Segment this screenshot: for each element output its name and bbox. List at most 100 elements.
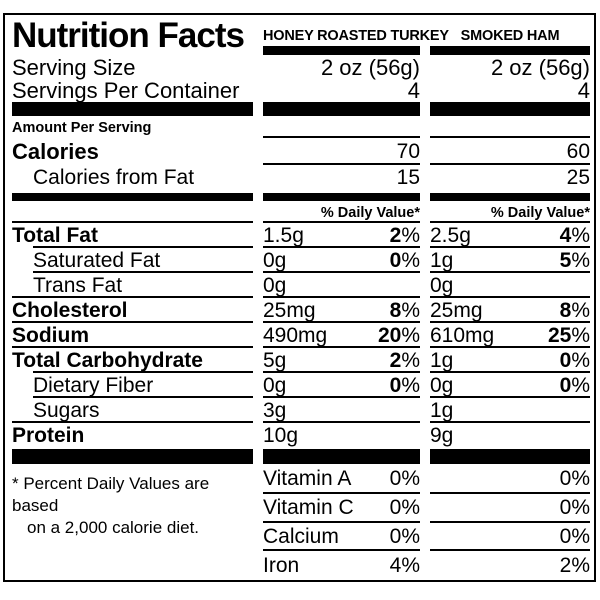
separator-line [263,271,420,273]
separator-line [430,271,590,273]
vitamin-value: 0% [559,524,590,548]
servings-per-container-label: Servings Per Container [12,78,240,103]
vitamin-row: Calcium 0% [263,523,420,552]
nutrition-facts-title: Nutrition Facts [12,16,245,55]
calories-value-ham: 60 [430,138,590,165]
nutrient-label: Sugars [12,398,253,423]
calories-from-fat-label: Calories from Fat [33,166,195,189]
nutrient-table: Total Fat 1.5g 2% 2.5g 4% Saturated Fat 0g 0% 1g… [12,223,590,448]
nutrient-row: Protein 10g 9g [12,423,590,448]
separator-bar [12,448,253,465]
nutrient-label: Saturated Fat [12,248,253,273]
separator-line [263,520,420,523]
nutrient-row: Total Fat 1.5g 2% 2.5g 4% [12,223,590,248]
separator-line [263,396,420,398]
separator-bar [430,191,590,202]
separator-bar [430,448,590,465]
separator-line [430,346,590,348]
nutrient-value-cell: 9g [430,423,590,448]
separator-bar [263,191,420,202]
nutrient-label: Dietary Fiber [12,373,253,398]
nutrient-value-cell: 0g 0% [430,373,590,398]
nutrient-daily-value: 25% [547,323,590,347]
nutrient-value-cell: 1g 5% [430,248,590,273]
nutrient-amount: 0g [430,373,454,397]
nutrient-label: Sodium [12,323,253,348]
nutrient-row: Total Carbohydrate 5g 2% 1g 0% [12,348,590,373]
nutrient-value-cell: 10g [263,423,420,448]
separator-bar [12,191,253,202]
separator-line [430,491,590,494]
separator-line [263,491,420,494]
separator-line [430,296,590,298]
separator-line [33,246,253,248]
separator-line [430,221,590,223]
nutrient-value-cell: 2.5g 4% [430,223,590,248]
separator-line [430,520,590,523]
nutrient-label: Protein [12,423,85,447]
separator-bar [263,46,420,55]
footnote: * Percent Daily Values are based on a 2,… [12,465,253,580]
vitamin-row: Vitamin A 0% [263,465,420,494]
nutrient-amount: 10g [263,423,299,447]
nutrient-daily-value: 4% [559,223,590,247]
vitamin-value: 2% [559,553,590,577]
separator-line [33,396,253,398]
nutrient-row: Dietary Fiber 0g 0% 0g 0% [12,373,590,398]
column-header-turkey-label: HONEY ROASTED TURKEY [263,28,449,44]
nutrient-daily-value: 0% [559,348,590,372]
spacer-cell [263,118,420,138]
nutrient-amount: 1.5g [263,223,304,247]
separator-line [263,371,420,373]
amount-per-serving-row: Amount Per Serving [12,118,590,138]
footnote-line-1: * Percent Daily Values are based [12,474,210,515]
thin-bar-row [12,191,590,202]
separator-line [12,321,253,323]
column-header-ham: SMOKED HAM [430,15,590,55]
vitamin-label: Calcium [263,524,339,548]
nutrient-amount: 9g [430,423,454,447]
vitamin-label: Iron [263,553,300,577]
thick-bar-row-bottom [12,448,590,465]
separator-line [263,163,420,165]
servings-per-container-row: Servings Per Container 4 4 [12,78,590,103]
serving-size-label: Serving Size [12,55,136,80]
spacer-cell [12,202,253,223]
nutrient-row: Cholesterol 25mg 8% 25mg 8% [12,298,590,323]
vitamin-value: 4% [389,553,420,577]
nutrient-daily-value: 2% [389,348,420,372]
nutrient-daily-value: 0% [389,373,420,397]
nutrient-value-cell: 0g 0% [263,373,420,398]
nutrient-daily-value: 5% [559,248,590,272]
column-header-ham-label: SMOKED HAM [460,28,560,44]
nutrient-amount: 2.5g [430,223,471,247]
separator-line [430,136,590,138]
nutrient-amount: 3g [263,398,287,422]
nutrient-value-cell: 490mg 20% [263,323,420,348]
separator-line [430,321,590,323]
vitamin-column-ham: 0% 0% 0% 2% [430,465,590,580]
calories-label: Calories [12,138,99,164]
serving-size-value-turkey: 2 oz (56g) [320,55,420,80]
column-header-turkey: HONEY ROASTED TURKEY [263,15,449,55]
nutrient-row: Saturated Fat 0g 0% 1g 5% [12,248,590,273]
nutrient-label: Cholesterol [12,298,253,323]
separator-line [263,346,420,348]
vitamin-label: Vitamin C [263,496,354,520]
calories-from-fat-value-ham: 25 [566,166,590,189]
nutrient-label: Total Fat [12,223,253,248]
separator-line [430,549,590,552]
nutrient-value-cell: 610mg 25% [430,323,590,348]
vitamin-value: 0% [389,524,420,548]
nutrient-value-cell: 1.5g 2% [263,223,420,248]
vitamin-row: 0% [430,523,590,552]
daily-value-header-ham: % Daily Value* [430,202,590,223]
separator-bar [263,448,420,465]
vitamin-row: 2% [430,551,590,580]
separator-line [12,421,253,423]
vitamin-value: 0% [559,467,590,491]
spacer-cell [430,118,590,138]
nutrient-value-cell: 1g 0% [430,348,590,373]
serving-size-row: Serving Size 2 oz (56g) 2 oz (56g) [12,55,590,80]
separator-line [33,371,253,373]
